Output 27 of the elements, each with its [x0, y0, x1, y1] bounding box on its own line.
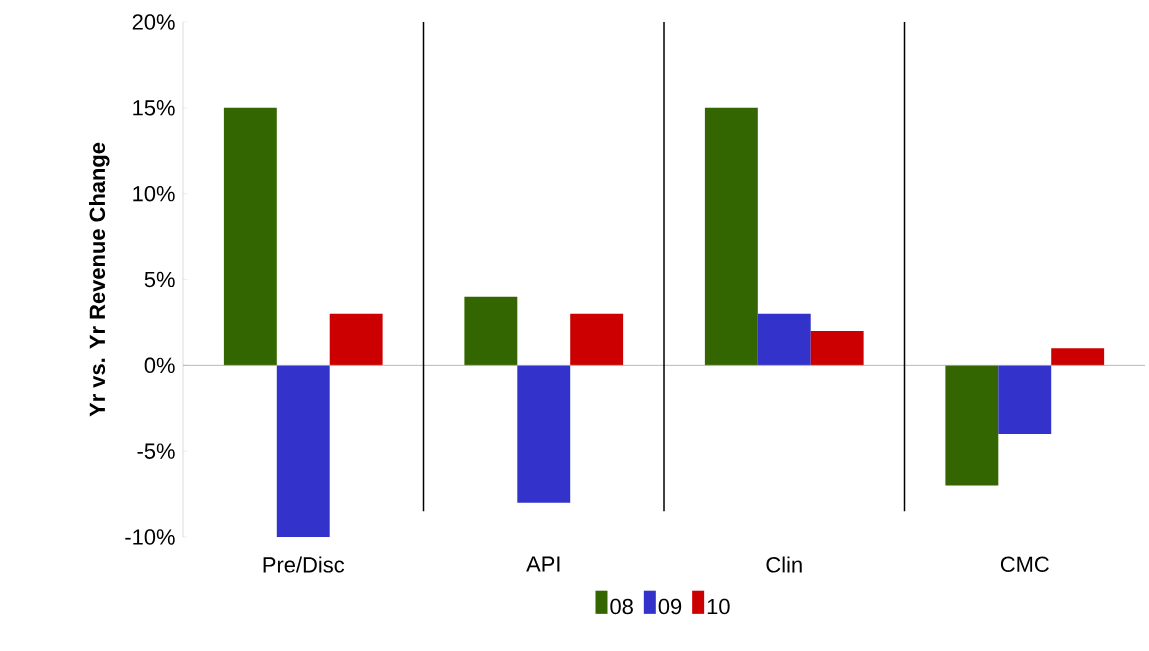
y-tick-label: -5% — [137, 443, 175, 459]
y-tick-label: 5% — [144, 271, 175, 288]
bar — [810, 331, 864, 366]
bar — [704, 107, 758, 366]
y-tick-label: 0% — [144, 357, 175, 374]
y-tick-label: 15% — [133, 100, 175, 116]
y-tick-label: 10% — [133, 185, 175, 202]
x-tick-label: API — [526, 556, 560, 572]
legend-label: 08 — [610, 598, 633, 615]
x-tick-label: CMC — [1000, 556, 1049, 573]
x-tick-label: Pre/Disc — [263, 556, 345, 573]
bar — [223, 107, 277, 366]
bar — [570, 313, 624, 366]
bar — [464, 296, 518, 366]
y-axis-title: Yr vs. Yr Revenue Change — [88, 142, 110, 417]
bar — [276, 365, 330, 537]
bar — [757, 313, 811, 366]
x-tick-label: Clin — [766, 556, 802, 573]
legend-label: 09 — [658, 598, 682, 615]
bar — [329, 313, 383, 366]
legend-label: 10 — [707, 598, 730, 615]
y-tick-label: 20% — [132, 14, 175, 30]
bar — [998, 365, 1052, 434]
bar — [945, 365, 999, 486]
bar — [1051, 348, 1105, 366]
y-tick-label: -10% — [125, 529, 175, 545]
bar — [517, 365, 571, 503]
